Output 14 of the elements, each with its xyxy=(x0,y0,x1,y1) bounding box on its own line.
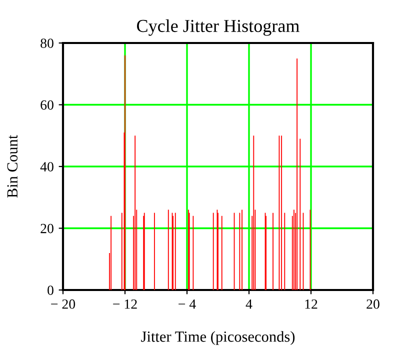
chart-title: Cycle Jitter Histogram xyxy=(137,19,300,36)
x-tick-label: 12 xyxy=(305,299,318,309)
x-tick-label: − 4 xyxy=(178,300,196,309)
x-axis-title: Jitter Time (picoseconds) xyxy=(141,331,295,345)
y-axis-title: Bin Count xyxy=(7,134,18,198)
y-tick-label: 60 xyxy=(40,100,54,110)
y-tick-label: 40 xyxy=(40,162,54,172)
y-tick-label: 0 xyxy=(48,286,54,295)
y-tick-label: 80 xyxy=(40,38,54,48)
x-tick-label: − 12 xyxy=(113,299,137,309)
x-tick-label: 4 xyxy=(246,300,252,309)
x-tick-label: − 20 xyxy=(51,299,76,309)
x-tick-label: 20 xyxy=(366,299,380,309)
y-tick-label: 20 xyxy=(40,224,54,234)
